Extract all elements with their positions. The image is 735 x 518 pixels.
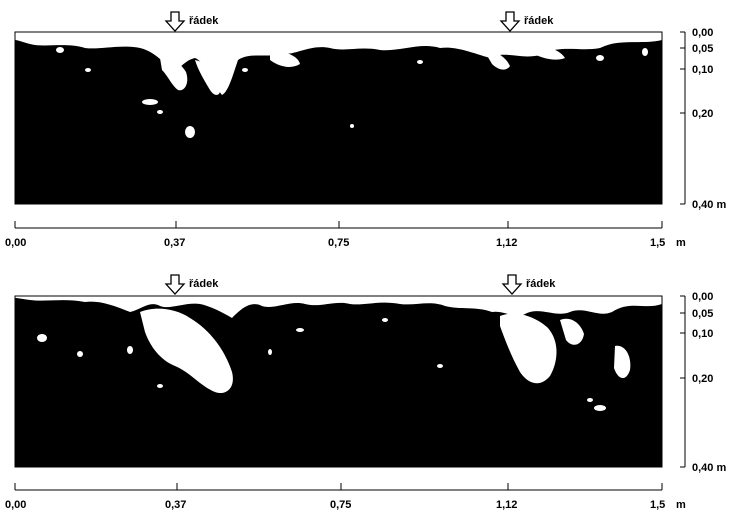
panel-top: řádek řádek 0,00 0,05 0,10 0,20 0,40 m bbox=[5, 11, 726, 249]
row-marker-bottom-1: řádek bbox=[164, 274, 219, 295]
depth-axis-bottom bbox=[680, 295, 686, 468]
depth-tick-label: 0,40 m bbox=[692, 199, 726, 211]
depth-tick-label: 0,05 bbox=[692, 43, 713, 55]
length-tick-label: 1,5 bbox=[650, 499, 665, 511]
row-label: řádek bbox=[189, 15, 219, 27]
length-tick-label: 0,00 bbox=[5, 499, 26, 511]
length-tick-label: 1,12 bbox=[496, 499, 517, 511]
length-tick-label: 1,5 bbox=[650, 237, 665, 249]
panel-bottom-image bbox=[15, 296, 662, 467]
row-marker-top-2: řádek bbox=[499, 11, 554, 32]
down-arrow-icon bbox=[164, 11, 186, 32]
depth-tick-label: 0,20 bbox=[692, 108, 713, 120]
length-tick-label: 0,00 bbox=[5, 237, 26, 249]
row-label: řádek bbox=[524, 15, 554, 27]
row-label: řádek bbox=[526, 278, 556, 290]
length-unit-label: m bbox=[676, 237, 686, 249]
depth-tick-label: 0,10 bbox=[692, 64, 713, 76]
depth-tick-label: 0,00 bbox=[692, 27, 713, 39]
down-arrow-icon bbox=[501, 274, 523, 295]
length-tick-label: 1,12 bbox=[496, 237, 517, 249]
length-tick-label: 0,75 bbox=[330, 499, 351, 511]
panel-top-frame bbox=[14, 31, 663, 205]
depth-tick-label: 0,05 bbox=[692, 308, 713, 320]
length-unit-label: m bbox=[676, 499, 686, 511]
length-axis-bottom bbox=[14, 483, 663, 491]
length-tick-label: 0,75 bbox=[328, 237, 349, 249]
length-tick-label: 0,37 bbox=[165, 499, 186, 511]
length-axis-top bbox=[14, 221, 663, 229]
length-tick-label: 0,37 bbox=[164, 237, 185, 249]
depth-tick-label: 0,40 m bbox=[692, 462, 726, 474]
panel-bottom-pores bbox=[15, 296, 662, 411]
row-marker-bottom-2: řádek bbox=[501, 274, 556, 295]
depth-tick-label: 0,10 bbox=[692, 328, 713, 340]
row-label: řádek bbox=[189, 278, 219, 290]
depth-tick-label: 0,20 bbox=[692, 373, 713, 385]
down-arrow-icon bbox=[499, 11, 521, 32]
row-marker-top-1: řádek bbox=[164, 11, 219, 32]
down-arrow-icon bbox=[164, 274, 186, 295]
panel-bottom: řádek řádek 0,00 0,05 0,10 0,20 0,40 m 0… bbox=[5, 274, 726, 511]
depth-axis-top bbox=[680, 31, 686, 205]
panel-top-pores bbox=[15, 32, 662, 138]
depth-tick-label: 0,00 bbox=[692, 291, 713, 303]
panel-bottom-frame bbox=[14, 295, 663, 468]
panel-top-image bbox=[15, 32, 662, 204]
